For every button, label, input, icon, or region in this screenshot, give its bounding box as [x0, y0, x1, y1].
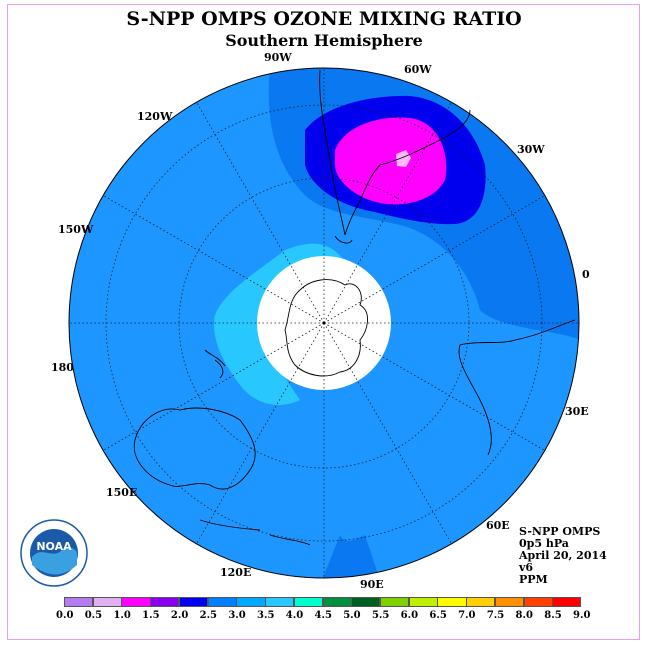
colorbar-tick-label: 7.0	[458, 610, 476, 621]
lon-label-0: 0	[582, 268, 590, 281]
meridian-line	[323, 101, 452, 324]
map-border	[68, 67, 580, 579]
noaa-logo: NOAA	[20, 519, 88, 587]
meridian-line	[323, 195, 546, 324]
meridian-line	[323, 322, 546, 451]
meridian-line	[196, 101, 325, 324]
colorbar-cell	[293, 597, 323, 607]
meridian-line	[196, 322, 325, 545]
map-title: S-NPP OMPS OZONE MIXING RATIO	[126, 8, 522, 30]
colorbar-tick-label: 0.0	[56, 610, 74, 621]
colorbar-cell	[121, 597, 151, 607]
info-units: PPM	[519, 573, 548, 586]
figure-frame	[7, 4, 640, 640]
colorbar-cell	[178, 597, 209, 607]
colorbar-tick-label: 5.0	[343, 610, 361, 621]
colorbar-tick-label: 5.5	[371, 610, 390, 621]
map-subtitle: Southern Hemisphere	[225, 31, 423, 50]
lon-label-30w: 30W	[517, 143, 545, 156]
colorbar-tick-label: 1.5	[142, 610, 160, 621]
lon-label-120e: 120E	[220, 566, 252, 579]
colorbar-cell	[322, 597, 352, 607]
colorbar-tick-label: 3.5	[257, 610, 275, 621]
lon-label-60w: 60W	[404, 63, 432, 76]
colorbar-cell	[64, 597, 94, 607]
colorbar-cell	[150, 597, 180, 607]
meridian-line	[323, 322, 452, 545]
info-instrument: S-NPP OMPS	[519, 525, 601, 538]
colorbar-tick-label: 6.5	[429, 610, 447, 621]
colorbar-tick-label: 2.5	[199, 610, 218, 621]
colorbar-tick-label: 4.0	[285, 610, 304, 621]
logo-text: NOAA	[36, 540, 72, 553]
meridian-line	[102, 195, 325, 324]
colorbar-cell	[92, 597, 122, 607]
south-pole-dot	[322, 321, 326, 325]
colorbar-cell	[236, 597, 266, 607]
field-magenta	[335, 117, 447, 205]
colorbar-cell	[265, 597, 295, 607]
colorbar-tick-label: 8.5	[544, 610, 562, 621]
colorbar-tick-label: 4.5	[314, 610, 332, 621]
info-level: 0p5 hPa	[519, 537, 569, 550]
colorbar-cell	[351, 597, 381, 607]
colorbar-tick-label: 8.0	[515, 610, 533, 621]
meridians	[69, 68, 579, 578]
colorbar-tick-label: 7.5	[486, 610, 505, 621]
info-date: April 20, 2014	[519, 549, 607, 562]
colorbar-tick-label: 1.0	[113, 610, 131, 621]
colorbar-tick-label: 9.0	[573, 610, 591, 621]
lon-label-150e: 150E	[106, 486, 138, 499]
colorbar-tick-label: 3.0	[228, 610, 246, 621]
colorbar-cell	[466, 597, 496, 607]
lon-label-60e: 60E	[486, 519, 510, 532]
colorbar-tick-label: 0.5	[84, 610, 103, 621]
colorbar-cell	[552, 597, 582, 607]
lon-label-150w: 150W	[58, 223, 94, 236]
lon-label-120w: 120W	[137, 110, 173, 123]
field-light-magenta	[396, 150, 411, 167]
colorbar-tick-label: 2.0	[170, 610, 189, 621]
colorbar-cell	[408, 597, 438, 607]
colorbar-cell	[494, 597, 525, 607]
coastlines	[133, 69, 576, 546]
colorbar-tick-label: 6.0	[400, 610, 419, 621]
info-version: v6	[519, 561, 534, 574]
colorbar-cell	[437, 597, 467, 607]
lon-label-180: 180	[51, 361, 74, 374]
field-mid-blue-bottom	[320, 535, 380, 578]
meridian-line	[102, 322, 325, 451]
lon-label-90w: 90W	[264, 51, 292, 64]
colorbar-cell	[523, 597, 553, 607]
lon-label-90e: 90E	[360, 578, 384, 591]
lon-label-30e: 30E	[565, 405, 589, 418]
colorbar-cell	[207, 597, 237, 607]
colorbar-cell	[379, 597, 410, 607]
